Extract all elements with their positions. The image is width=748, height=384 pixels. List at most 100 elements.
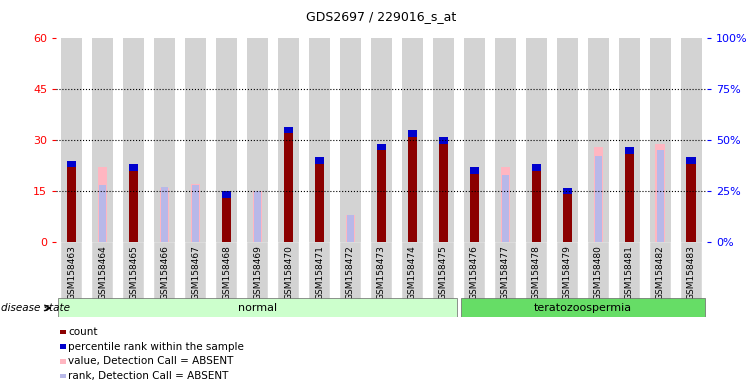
Bar [557, 242, 578, 300]
Bar [526, 242, 548, 300]
Bar [370, 38, 392, 242]
Bar [254, 191, 261, 242]
Bar [625, 147, 634, 242]
Text: normal: normal [238, 303, 277, 313]
Text: GSM158482: GSM158482 [656, 245, 665, 300]
Text: GSM158475: GSM158475 [439, 245, 448, 300]
Bar [649, 242, 671, 300]
Text: GSM158470: GSM158470 [284, 245, 293, 300]
Bar [402, 242, 423, 300]
Bar [502, 175, 509, 242]
Text: GSM158464: GSM158464 [98, 245, 107, 300]
Text: GSM158476: GSM158476 [470, 245, 479, 300]
Bar [562, 188, 572, 194]
Text: GSM158465: GSM158465 [129, 245, 138, 300]
Bar [494, 38, 516, 242]
Bar [619, 38, 640, 242]
Bar [562, 188, 572, 242]
Bar [247, 242, 269, 300]
Text: rank, Detection Call = ABSENT: rank, Detection Call = ABSENT [68, 371, 228, 381]
Bar [619, 242, 640, 300]
Bar [129, 164, 138, 242]
Bar [99, 185, 105, 242]
Bar [159, 188, 170, 242]
Bar [61, 242, 82, 300]
Text: GSM158473: GSM158473 [377, 245, 386, 300]
Bar [247, 38, 269, 242]
Bar [340, 242, 361, 300]
Bar [98, 167, 108, 242]
Bar [470, 167, 479, 174]
Bar [347, 215, 354, 242]
Text: value, Detection Call = ABSENT: value, Detection Call = ABSENT [68, 356, 233, 366]
Text: teratozoospermia: teratozoospermia [534, 303, 632, 313]
Text: GSM158480: GSM158480 [594, 245, 603, 300]
Bar [593, 147, 604, 242]
Bar [278, 242, 299, 300]
Text: GSM158466: GSM158466 [160, 245, 169, 300]
Bar [587, 38, 609, 242]
Bar [655, 144, 665, 242]
Text: percentile rank within the sample: percentile rank within the sample [68, 342, 244, 352]
Bar [557, 38, 578, 242]
Text: disease state: disease state [1, 303, 70, 313]
Bar [215, 38, 237, 242]
Bar [376, 144, 387, 151]
Bar [162, 187, 168, 242]
Text: GSM158477: GSM158477 [501, 245, 510, 300]
Bar [687, 157, 696, 242]
Bar [215, 242, 237, 300]
Text: GSM158467: GSM158467 [191, 245, 200, 300]
Text: GSM158468: GSM158468 [222, 245, 231, 300]
Text: GSM158471: GSM158471 [315, 245, 324, 300]
Bar [657, 151, 663, 242]
Text: GSM158481: GSM158481 [625, 245, 634, 300]
Bar [315, 157, 325, 242]
Bar [315, 157, 325, 164]
Bar [154, 38, 175, 242]
Text: GSM158474: GSM158474 [408, 245, 417, 300]
Bar [346, 215, 355, 242]
Bar [129, 164, 138, 171]
Bar [461, 298, 705, 317]
Bar [278, 38, 299, 242]
Bar [532, 164, 542, 171]
Bar [470, 167, 479, 242]
Bar [681, 242, 702, 300]
Bar [154, 242, 175, 300]
Bar [192, 185, 199, 242]
Bar [464, 242, 485, 300]
Bar [67, 161, 76, 167]
Bar [371, 242, 392, 300]
Bar [408, 130, 417, 137]
Bar [532, 164, 542, 242]
Bar [681, 38, 702, 242]
Bar [253, 191, 263, 242]
Bar [500, 167, 510, 242]
Bar [92, 38, 114, 242]
Text: GSM158463: GSM158463 [67, 245, 76, 300]
Bar [438, 137, 448, 144]
Bar [309, 242, 331, 300]
Bar [221, 191, 231, 242]
Bar [221, 191, 231, 198]
Text: count: count [68, 327, 97, 337]
Bar [191, 184, 200, 242]
Bar [123, 242, 144, 300]
Bar [438, 137, 448, 242]
Bar [340, 38, 361, 242]
Bar [526, 38, 548, 242]
Text: GDS2697 / 229016_s_at: GDS2697 / 229016_s_at [307, 10, 456, 23]
Bar [649, 38, 671, 242]
Text: GSM158472: GSM158472 [346, 245, 355, 300]
Bar [185, 242, 206, 300]
Bar [464, 38, 485, 242]
Bar [376, 144, 387, 242]
Text: GSM158478: GSM158478 [532, 245, 541, 300]
Bar [494, 242, 516, 300]
Bar [185, 38, 206, 242]
Bar [625, 147, 634, 154]
Text: GSM158483: GSM158483 [687, 245, 696, 300]
Bar [61, 38, 82, 242]
Bar [123, 38, 144, 242]
